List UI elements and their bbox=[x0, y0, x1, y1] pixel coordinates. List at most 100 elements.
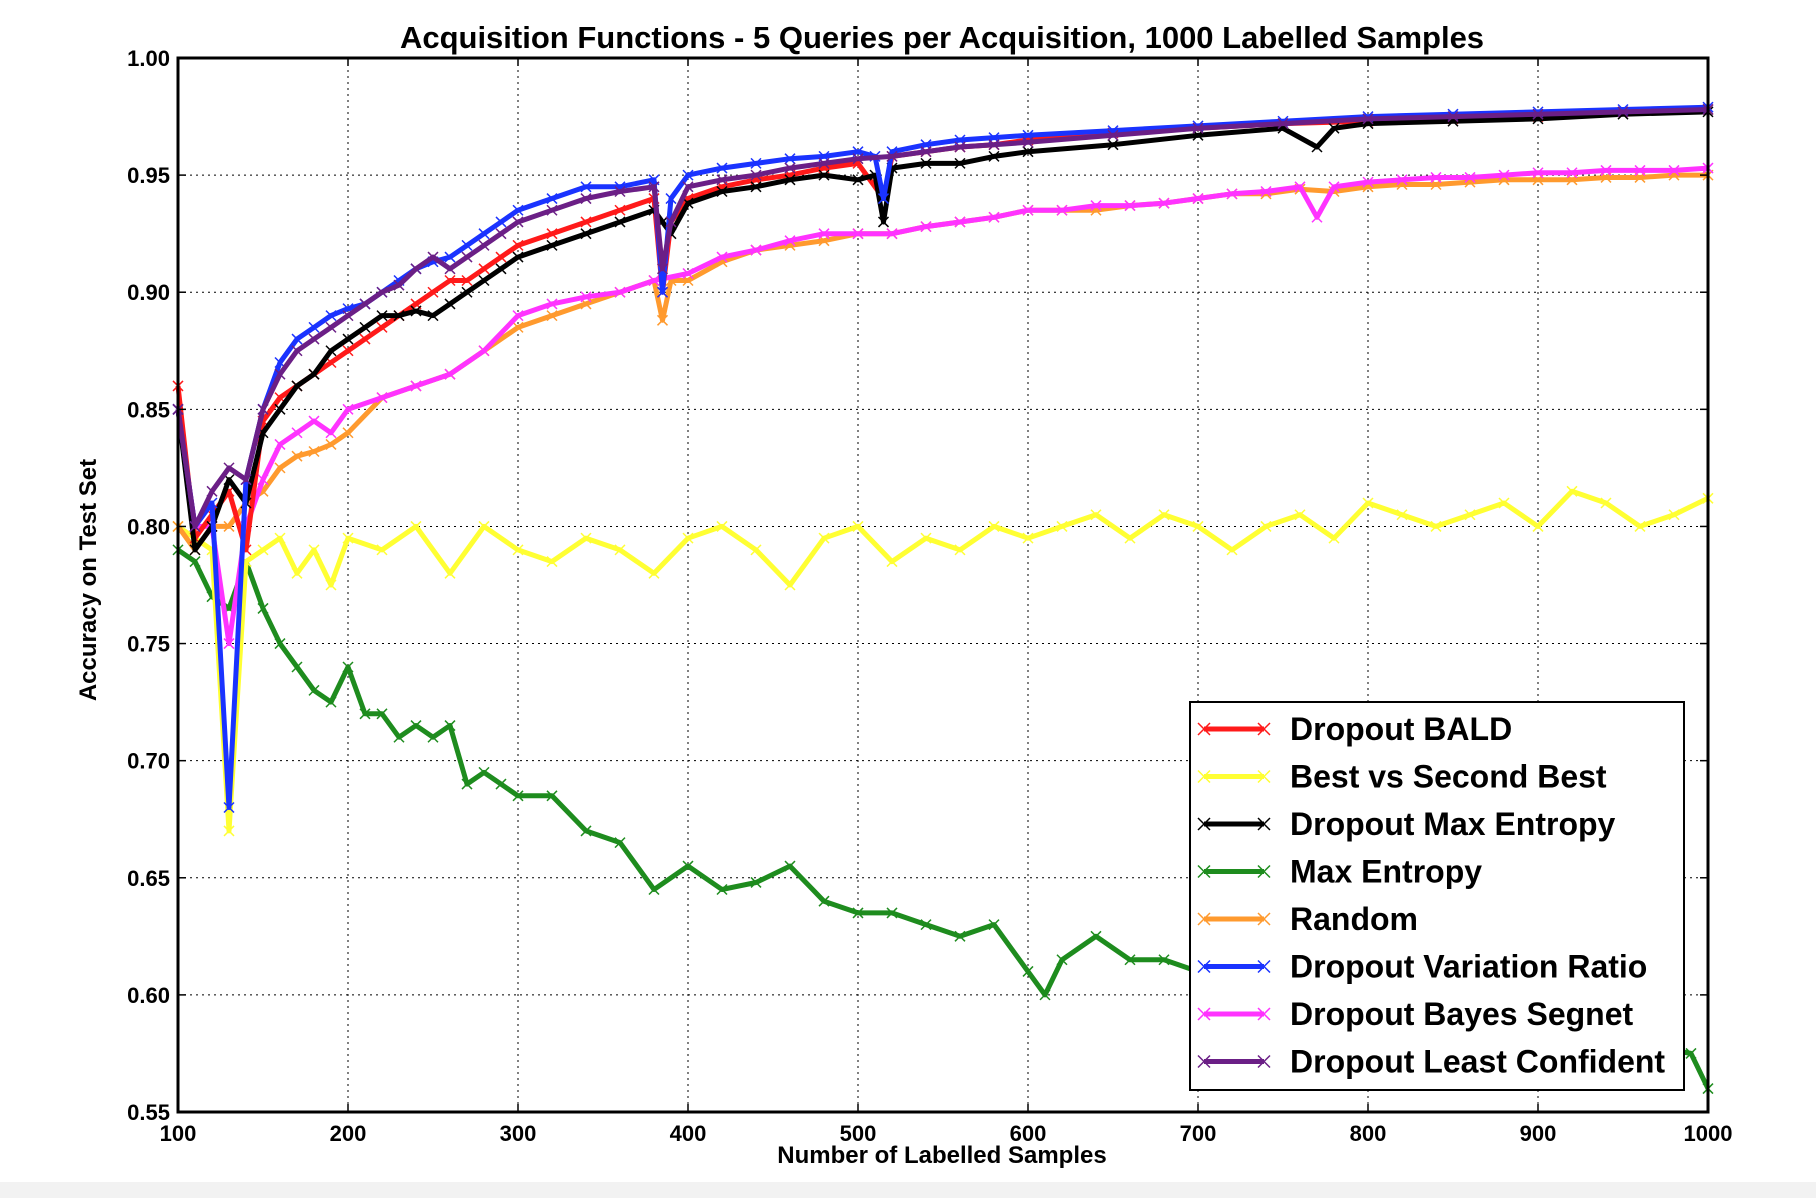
data-point-marker bbox=[1226, 544, 1238, 556]
data-point-marker bbox=[1192, 122, 1204, 134]
data-point-marker bbox=[410, 720, 422, 732]
data-point-marker bbox=[393, 731, 405, 743]
data-point-marker bbox=[325, 427, 337, 439]
data-point-marker bbox=[342, 333, 354, 345]
data-point-marker bbox=[1532, 108, 1544, 120]
data-point-marker bbox=[1294, 509, 1306, 521]
data-point-marker bbox=[461, 778, 473, 790]
data-point-marker bbox=[274, 403, 286, 415]
data-point-marker bbox=[325, 696, 337, 708]
data-point-marker bbox=[291, 427, 303, 439]
data-point-marker bbox=[512, 251, 524, 263]
data-point-marker bbox=[1039, 989, 1051, 1001]
data-point-marker bbox=[1260, 185, 1272, 198]
data-point-marker bbox=[257, 403, 269, 415]
data-point-marker bbox=[648, 181, 660, 193]
data-point-marker bbox=[818, 169, 830, 181]
data-point-marker bbox=[580, 825, 592, 837]
data-point-marker bbox=[614, 837, 626, 849]
y-tick-label: 0.60 bbox=[127, 983, 170, 1008]
data-point-marker bbox=[325, 438, 337, 450]
data-point-marker bbox=[580, 193, 592, 205]
data-point-marker bbox=[512, 204, 524, 216]
data-point-marker bbox=[308, 368, 320, 380]
data-point-marker bbox=[682, 197, 694, 209]
data-point-marker bbox=[716, 251, 728, 263]
data-point-marker bbox=[1668, 164, 1680, 176]
data-point-marker bbox=[886, 556, 898, 568]
legend-marker bbox=[1197, 769, 1211, 784]
x-axis-ticks: 100 200 300 400 500 600 700 800 900 1000 bbox=[160, 58, 1732, 1146]
data-point-marker bbox=[1311, 211, 1323, 223]
data-point-marker bbox=[376, 321, 388, 333]
legend-marker bbox=[1257, 959, 1271, 974]
data-point-marker bbox=[359, 708, 371, 720]
data-point-marker bbox=[291, 345, 303, 357]
data-point-marker bbox=[376, 544, 388, 556]
data-point-marker bbox=[784, 162, 796, 174]
data-point-marker bbox=[1566, 485, 1578, 497]
data-point-marker bbox=[656, 314, 669, 326]
data-point-marker bbox=[716, 520, 728, 532]
legend-label: Random bbox=[1290, 901, 1418, 937]
data-point-marker bbox=[512, 310, 524, 322]
data-point-marker bbox=[1226, 188, 1238, 200]
data-point-marker bbox=[886, 150, 898, 162]
legend-item: Best vs Second Best bbox=[1197, 759, 1607, 795]
legend-label: Dropout Least Confident bbox=[1290, 1044, 1665, 1080]
data-point-marker bbox=[223, 801, 235, 814]
x-tick-label: 100 bbox=[160, 1121, 197, 1146]
data-point-marker bbox=[1362, 113, 1374, 125]
data-point-marker bbox=[274, 638, 286, 650]
data-point-marker bbox=[444, 298, 456, 310]
data-point-marker bbox=[1464, 509, 1476, 521]
data-point-marker bbox=[852, 153, 864, 165]
data-point-marker bbox=[495, 778, 507, 790]
data-point-marker bbox=[444, 368, 456, 380]
data-point-marker bbox=[614, 216, 626, 228]
data-point-marker bbox=[784, 860, 796, 872]
legend-marker bbox=[1257, 817, 1271, 831]
data-point-marker bbox=[1022, 532, 1034, 544]
legend: Dropout BALD Best vs Second Best Dropout M… bbox=[1189, 701, 1685, 1091]
bottom-strip bbox=[0, 1182, 1816, 1198]
data-point-marker bbox=[427, 310, 439, 322]
x-tick-label: 400 bbox=[670, 1121, 707, 1146]
data-point-marker bbox=[291, 333, 303, 345]
data-point-marker bbox=[1022, 136, 1034, 148]
data-point-marker bbox=[410, 305, 422, 317]
data-point-marker bbox=[376, 708, 388, 720]
data-point-marker bbox=[342, 345, 354, 357]
data-point-marker bbox=[257, 602, 269, 614]
data-point-marker bbox=[325, 321, 337, 333]
data-point-marker bbox=[1617, 106, 1629, 118]
data-point-marker bbox=[852, 228, 864, 240]
data-point-marker bbox=[682, 532, 694, 544]
data-point-marker bbox=[954, 930, 966, 942]
data-point-marker bbox=[920, 146, 932, 158]
legend-marker bbox=[1197, 817, 1211, 831]
legend-item: Random bbox=[1197, 901, 1418, 937]
data-point-marker bbox=[877, 193, 890, 205]
data-point-marker bbox=[478, 274, 490, 287]
data-point-marker bbox=[546, 556, 558, 568]
legend-label: Dropout BALD bbox=[1290, 711, 1512, 747]
y-tick-label: 0.55 bbox=[127, 1100, 170, 1125]
data-point-marker bbox=[546, 204, 558, 216]
data-point-marker bbox=[682, 267, 694, 280]
data-point-marker bbox=[1260, 520, 1272, 532]
data-point-marker bbox=[1056, 954, 1068, 966]
data-point-marker bbox=[784, 235, 796, 247]
data-point-marker bbox=[478, 239, 490, 251]
data-point-marker bbox=[656, 263, 669, 275]
data-point-marker bbox=[750, 157, 762, 169]
data-point-marker bbox=[920, 532, 932, 544]
data-point-marker bbox=[1022, 204, 1034, 216]
legend-item: Dropout Least Confident bbox=[1197, 1044, 1665, 1080]
x-tick-label: 600 bbox=[1010, 1121, 1047, 1146]
legend-label: Max Entropy bbox=[1290, 854, 1482, 890]
data-point-marker bbox=[325, 579, 337, 591]
data-point-marker bbox=[1532, 520, 1544, 532]
data-point-marker bbox=[376, 310, 388, 322]
